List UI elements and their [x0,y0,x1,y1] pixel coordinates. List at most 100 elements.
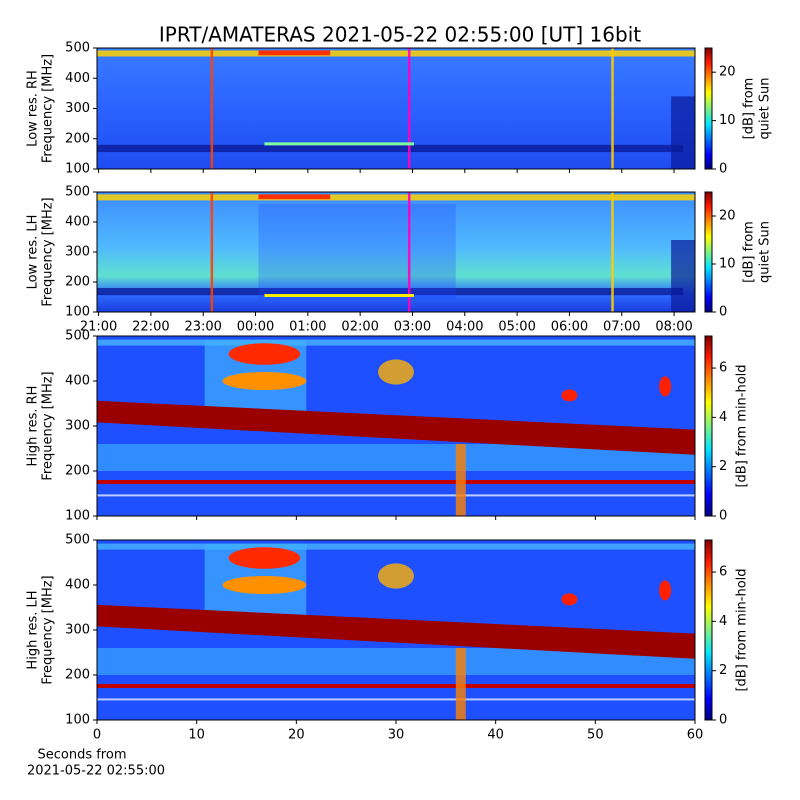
y-axis-label: Frequency [MHz] [41,197,56,306]
y-tick-label: 500 [65,185,90,200]
colorbar-tick-label: 0 [719,162,727,177]
x-tick-label: 05:00 [498,320,535,335]
y-tick-label: 500 [65,41,90,56]
x-tick-label: 04:00 [446,320,483,335]
spectrogram-band [671,96,695,169]
y-axis-label: Low res. LH [26,215,41,290]
x-tick-label: 40 [487,728,504,743]
spectrogram-band [97,698,695,701]
y-axis-label: Low res. RH [26,70,41,147]
colorbar-tick-label: 10 [719,113,736,128]
x-tick-label: 06:00 [551,320,588,335]
y-tick-label: 400 [65,215,90,230]
x-tick-label: 30 [388,728,405,743]
x-tick-label: 21:00 [80,320,117,335]
colorbar-tick-label: 20 [719,65,736,80]
y-axis-label: Frequency [MHz] [41,371,56,480]
spectrogram-blob [378,563,414,589]
colorbar [704,191,713,313]
spectrogram-band [258,194,331,200]
colorbar-tick-label: 6 [719,361,727,376]
spectrogram-burst [455,648,466,720]
spectrogram-band [97,494,695,497]
x-tick-label: 22:00 [132,320,169,335]
x-tick-label: 0 [93,728,101,743]
spectrogram-burst [407,48,411,169]
x-tick-label: 10 [188,728,205,743]
y-axis-label: Frequency [MHz] [41,575,56,684]
y-axis-label: High res. LH [26,590,41,669]
y-tick-label: 200 [65,668,90,683]
colorbar-tick-label: 10 [719,257,736,272]
y-tick-label: 500 [65,329,90,344]
spectrogram-band [671,240,695,312]
x-tick-label: 23:00 [184,320,221,335]
y-tick-label: 400 [65,374,90,389]
y-tick-label: 400 [65,71,90,86]
colorbar-label: [dB] from [742,78,757,140]
x-tick-label: 60 [687,728,704,743]
spectrogram-blob [561,389,578,402]
colorbar-tick-label: 20 [719,209,736,224]
y-tick-label: 100 [65,509,90,524]
y-axis-label: High res. RH [26,386,41,467]
colorbar [704,335,713,517]
spectrogram-blob [222,576,307,594]
spectrogram-blob [659,376,672,397]
y-tick-label: 100 [65,713,90,728]
spectrogram-band [258,204,456,300]
y-tick-label: 200 [65,131,90,146]
spectrogram-blob [228,547,301,569]
colorbar-tick-label: 6 [719,565,727,580]
y-tick-label: 300 [65,245,90,260]
colorbar [704,47,713,170]
colorbar-label: [dB] from min-hold [735,364,750,487]
x-tick-label: 01:00 [289,320,326,335]
colorbar-label: [dB] from min-hold [735,568,750,691]
spectrogram-band [97,604,695,659]
colorbar-tick-label: 0 [719,713,727,728]
x-tick-label: 50 [587,728,604,743]
y-axis-label: Frequency [MHz] [41,54,56,163]
y-tick-label: 400 [65,578,90,593]
spectrogram-burst [210,192,214,312]
colorbar-tick-label: 2 [719,459,727,474]
spectrogram-band [97,543,695,550]
spectrogram-blob [659,580,672,601]
colorbar-label: quiet Sun [758,77,773,139]
spectrogram-band [97,684,695,688]
colorbar-tick-label: 2 [719,663,727,678]
colorbar-label: quiet Sun [758,221,773,283]
chart-title: IPRT/AMATERAS 2021-05-22 02:55:00 [UT] 1… [159,23,641,47]
spectrogram-band [264,294,414,297]
colorbar [704,539,713,721]
spectrogram-blob [378,359,414,385]
spectrogram-band [97,400,695,455]
spectrogram-band [264,142,414,146]
spectrogram-band [97,480,695,484]
spectrogram-band [258,50,331,56]
spectrogram-burst [407,192,411,312]
y-tick-label: 300 [65,419,90,434]
x-tick-label: 20 [288,728,305,743]
y-tick-label: 200 [65,275,90,290]
x-tick-label: 03:00 [394,320,431,335]
colorbar-tick-label: 0 [719,509,727,524]
y-tick-label: 100 [65,305,90,320]
x-axis-label: Seconds from [37,748,126,763]
spectrogram-blob [222,372,307,390]
spectrogram-band [97,339,695,346]
colorbar-tick-label: 0 [719,305,727,320]
spectrogram-band [97,144,684,153]
spectrogram-blob [561,593,578,606]
x-tick-label: 08:00 [655,320,692,335]
y-tick-label: 200 [65,464,90,479]
spectrogram-band [97,194,695,201]
x-tick-label: 00:00 [237,320,274,335]
y-tick-label: 300 [65,623,90,638]
spectrogram-band [97,50,695,57]
spectrogram-burst [210,48,214,169]
